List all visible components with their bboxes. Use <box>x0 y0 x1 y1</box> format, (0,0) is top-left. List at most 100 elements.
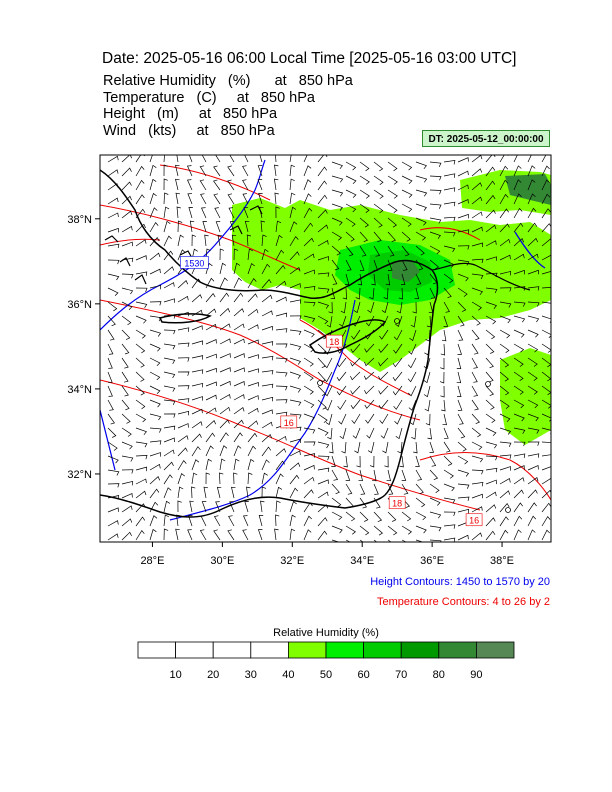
wind-barb <box>541 329 551 339</box>
wind-barb <box>527 286 540 291</box>
param-wind: Wind (kts) at 850 hPa <box>103 122 275 139</box>
wind-barb <box>191 459 200 471</box>
wind-barb <box>205 367 217 373</box>
wind-barb <box>328 301 333 314</box>
param-height: Height (m) at 850 hPa <box>103 106 278 122</box>
wind-barb <box>369 287 375 300</box>
wind-barb <box>259 155 263 163</box>
wind-barb <box>513 515 523 527</box>
wind-barb <box>331 231 342 241</box>
wind-barb <box>229 155 235 163</box>
wind-barb <box>317 441 330 449</box>
wind-barb <box>149 515 158 527</box>
wind-barb <box>485 272 498 278</box>
wind-barb <box>177 486 184 499</box>
wind-barb <box>289 155 292 163</box>
wind-barb <box>247 324 259 331</box>
wind-barb <box>373 161 384 172</box>
wind-barb <box>149 192 157 205</box>
wind-barb <box>257 529 263 541</box>
wind-barb <box>244 155 249 163</box>
contour-label: 1530 <box>180 256 209 269</box>
wind-barb <box>121 492 133 499</box>
wind-barb <box>175 528 180 541</box>
wind-barb <box>213 529 221 541</box>
wind-barb <box>527 237 539 247</box>
wind-barb <box>228 207 235 219</box>
wind-barb <box>135 516 146 527</box>
wind-barb <box>541 427 551 435</box>
wind-barb <box>399 455 404 468</box>
wind-barb <box>373 189 384 199</box>
wind-barb <box>541 489 551 499</box>
wind-barb <box>372 469 377 482</box>
station-marker <box>485 381 491 387</box>
wind-barb <box>499 413 511 422</box>
wind-barb <box>261 486 267 499</box>
wind-barb <box>392 371 403 382</box>
wind-barb <box>457 315 465 327</box>
wind-barb <box>324 385 333 397</box>
wind-barb <box>485 479 497 485</box>
dt-badge: DT: 2025-05-12_00:00:00 <box>422 130 550 147</box>
wind-barb <box>107 227 119 233</box>
wind-barb <box>233 380 245 387</box>
wind-barb <box>176 514 181 527</box>
wind-barb <box>213 193 221 205</box>
wind-barb <box>242 515 249 527</box>
wind-barb <box>177 249 186 261</box>
wind-barb <box>205 262 213 275</box>
wind-barb <box>513 357 524 367</box>
wind-barb <box>425 413 431 426</box>
wind-barb <box>261 434 273 443</box>
wind-barb <box>247 472 253 485</box>
wind-barb <box>471 168 483 177</box>
wind-barb <box>429 175 442 181</box>
wind-barb <box>289 343 302 351</box>
wind-barb <box>457 229 470 234</box>
svg-text:16: 16 <box>284 418 294 428</box>
wind-barb <box>359 175 370 185</box>
wind-barb <box>163 437 175 443</box>
wind-barb <box>303 301 316 307</box>
wind-barb <box>457 157 469 163</box>
wind-barb <box>121 371 129 383</box>
wind-barb <box>350 371 361 381</box>
wind-barb <box>541 477 551 485</box>
wind-barb <box>439 371 445 384</box>
lat-tick-label: 38°N <box>67 214 92 226</box>
wind-barb <box>191 446 201 457</box>
wind-barb <box>191 421 203 429</box>
wind-barb <box>471 506 483 513</box>
wind-barb <box>261 459 270 471</box>
wind-barb <box>384 455 389 468</box>
wind-barb <box>409 329 417 342</box>
wind-barb <box>353 301 361 314</box>
wind-barb <box>275 448 287 457</box>
wind-barb <box>247 458 255 471</box>
wind-barb <box>121 480 134 486</box>
wind-barb <box>303 427 316 434</box>
wind-barb <box>219 472 224 485</box>
wind-barb <box>231 234 237 247</box>
wind-barb <box>401 203 413 213</box>
wind-barb <box>177 385 190 390</box>
wind-barb <box>541 529 550 541</box>
wind-barb <box>527 489 538 499</box>
wind-barb <box>163 314 176 319</box>
wind-barb <box>317 272 330 277</box>
wind-barb <box>257 179 263 191</box>
wind-barb <box>219 248 225 261</box>
wind-barb <box>261 383 274 389</box>
wind-barb <box>289 299 302 304</box>
wind-barb <box>367 301 375 314</box>
wind-barb <box>330 287 336 300</box>
wind-barb <box>233 394 245 401</box>
wind-barb <box>382 441 389 454</box>
wind-barb <box>317 491 329 499</box>
wind-barb <box>396 301 403 314</box>
wind-barb <box>373 231 382 243</box>
wind-barb <box>163 449 175 457</box>
wind-barb <box>541 179 550 191</box>
wind-barb <box>499 357 510 368</box>
